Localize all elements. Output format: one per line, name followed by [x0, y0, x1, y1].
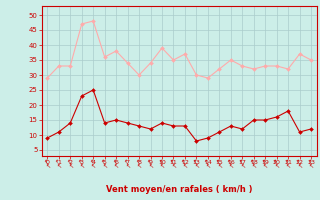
Text: ↖: ↖	[171, 164, 176, 169]
Text: ↖: ↖	[148, 164, 153, 169]
Text: ↱: ↱	[147, 158, 154, 164]
Text: ↖: ↖	[205, 164, 211, 169]
Text: ↖: ↖	[240, 164, 245, 169]
Text: ↖: ↖	[91, 164, 96, 169]
Text: ↱: ↱	[159, 158, 165, 164]
Text: ↱: ↱	[216, 158, 223, 164]
Text: ↖: ↖	[45, 164, 50, 169]
Text: ↖: ↖	[263, 164, 268, 169]
Text: ↱: ↱	[67, 158, 74, 164]
Text: ↱: ↱	[124, 158, 131, 164]
Text: ↱: ↱	[250, 158, 257, 164]
Text: ↱: ↱	[239, 158, 246, 164]
Text: ↖: ↖	[136, 164, 142, 169]
Text: ↱: ↱	[101, 158, 108, 164]
Text: ↖: ↖	[228, 164, 233, 169]
Text: ↖: ↖	[217, 164, 222, 169]
Text: ↱: ↱	[296, 158, 303, 164]
Text: ↱: ↱	[55, 158, 62, 164]
Text: ↱: ↱	[90, 158, 97, 164]
Text: ↱: ↱	[204, 158, 211, 164]
Text: ↱: ↱	[262, 158, 268, 164]
Text: ↖: ↖	[274, 164, 279, 169]
Text: ↖: ↖	[102, 164, 107, 169]
Text: ↖: ↖	[114, 164, 119, 169]
Text: ↱: ↱	[44, 158, 51, 164]
Text: ↖: ↖	[79, 164, 84, 169]
Text: ↱: ↱	[78, 158, 85, 164]
Text: ↖: ↖	[56, 164, 61, 169]
Text: ↖: ↖	[194, 164, 199, 169]
Text: ↖: ↖	[182, 164, 188, 169]
Text: ↖: ↖	[308, 164, 314, 169]
Text: ↱: ↱	[273, 158, 280, 164]
Text: ↱: ↱	[285, 158, 292, 164]
Text: ↱: ↱	[170, 158, 177, 164]
Text: ↱: ↱	[113, 158, 120, 164]
Text: ↱: ↱	[308, 158, 315, 164]
Text: ↖: ↖	[125, 164, 130, 169]
Text: ↱: ↱	[193, 158, 200, 164]
Text: ↱: ↱	[181, 158, 188, 164]
Text: ↖: ↖	[297, 164, 302, 169]
Text: ↖: ↖	[251, 164, 256, 169]
Text: ↱: ↱	[228, 158, 234, 164]
Text: ↖: ↖	[159, 164, 164, 169]
X-axis label: Vent moyen/en rafales ( km/h ): Vent moyen/en rafales ( km/h )	[106, 185, 252, 194]
Text: ↖: ↖	[68, 164, 73, 169]
Text: ↱: ↱	[136, 158, 142, 164]
Text: ↖: ↖	[285, 164, 291, 169]
